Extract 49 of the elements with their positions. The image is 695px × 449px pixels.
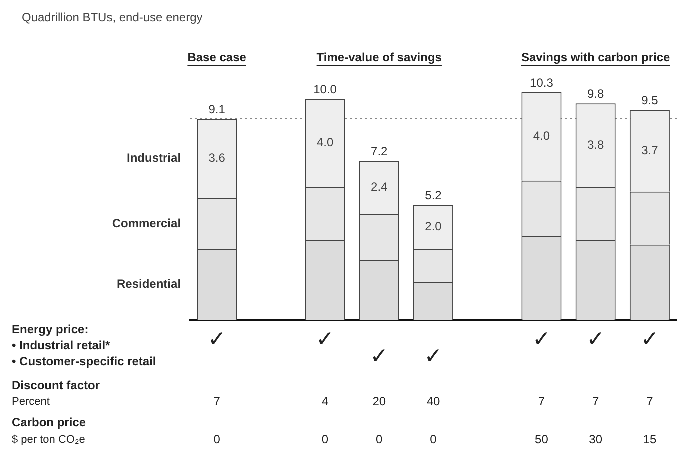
text: 0 xyxy=(430,432,438,446)
total-label: 5.2 xyxy=(425,188,442,202)
chart-title: Quadrillion BTUs, end-use energy xyxy=(22,10,203,24)
text: 0 xyxy=(214,432,221,446)
data-label: 2.0 xyxy=(425,220,442,234)
text: ✓ xyxy=(316,328,334,353)
text: Time-value of savings xyxy=(316,50,442,64)
data-label: 4.0 xyxy=(533,129,550,144)
text: ✓ xyxy=(370,344,389,370)
text: Discount factor xyxy=(12,378,100,392)
total-label: 7.2 xyxy=(371,144,388,158)
text: 7 xyxy=(538,394,546,408)
data-label: 3.7 xyxy=(642,143,659,158)
text: 50 xyxy=(535,432,549,446)
text: ✓ xyxy=(208,328,226,353)
text: 7 xyxy=(646,394,654,408)
text: 7 xyxy=(592,394,600,408)
text: Savings with carbon price xyxy=(521,50,671,64)
text: 30 xyxy=(589,432,603,446)
text: ✓ xyxy=(424,344,443,370)
text: ✓ xyxy=(640,328,660,353)
text: Energy price: xyxy=(12,322,89,336)
text: 15 xyxy=(643,432,657,446)
text: • Customer-specific retail xyxy=(12,354,156,368)
text: ✓ xyxy=(586,328,606,353)
total-label: 9.8 xyxy=(587,86,604,101)
text: Base case xyxy=(188,50,247,64)
text: 0 xyxy=(322,432,329,446)
data-label: 4.0 xyxy=(316,136,334,150)
text: 4 xyxy=(322,394,329,408)
total-label: 9.1 xyxy=(208,102,226,116)
series-label: Industrial xyxy=(127,151,182,166)
text: 0 xyxy=(376,432,384,446)
text: Percent xyxy=(12,396,50,408)
total-label: 10.0 xyxy=(314,82,338,96)
text: • Industrial retail* xyxy=(12,338,111,352)
text: ✓ xyxy=(532,328,551,353)
data-label: 2.4 xyxy=(371,180,388,194)
total-label: 10.3 xyxy=(530,76,554,90)
text: 40 xyxy=(426,394,440,408)
text: $ per ton CO₂e xyxy=(12,434,86,446)
total-label: 9.5 xyxy=(642,94,659,108)
series-label: Residential xyxy=(117,276,182,291)
data-label: 3.8 xyxy=(587,138,604,152)
text: 20 xyxy=(372,394,386,408)
series-label: Commercial xyxy=(112,216,182,230)
text: 7 xyxy=(214,394,221,408)
text: Carbon price xyxy=(12,415,86,430)
data-label: 3.6 xyxy=(208,151,226,166)
